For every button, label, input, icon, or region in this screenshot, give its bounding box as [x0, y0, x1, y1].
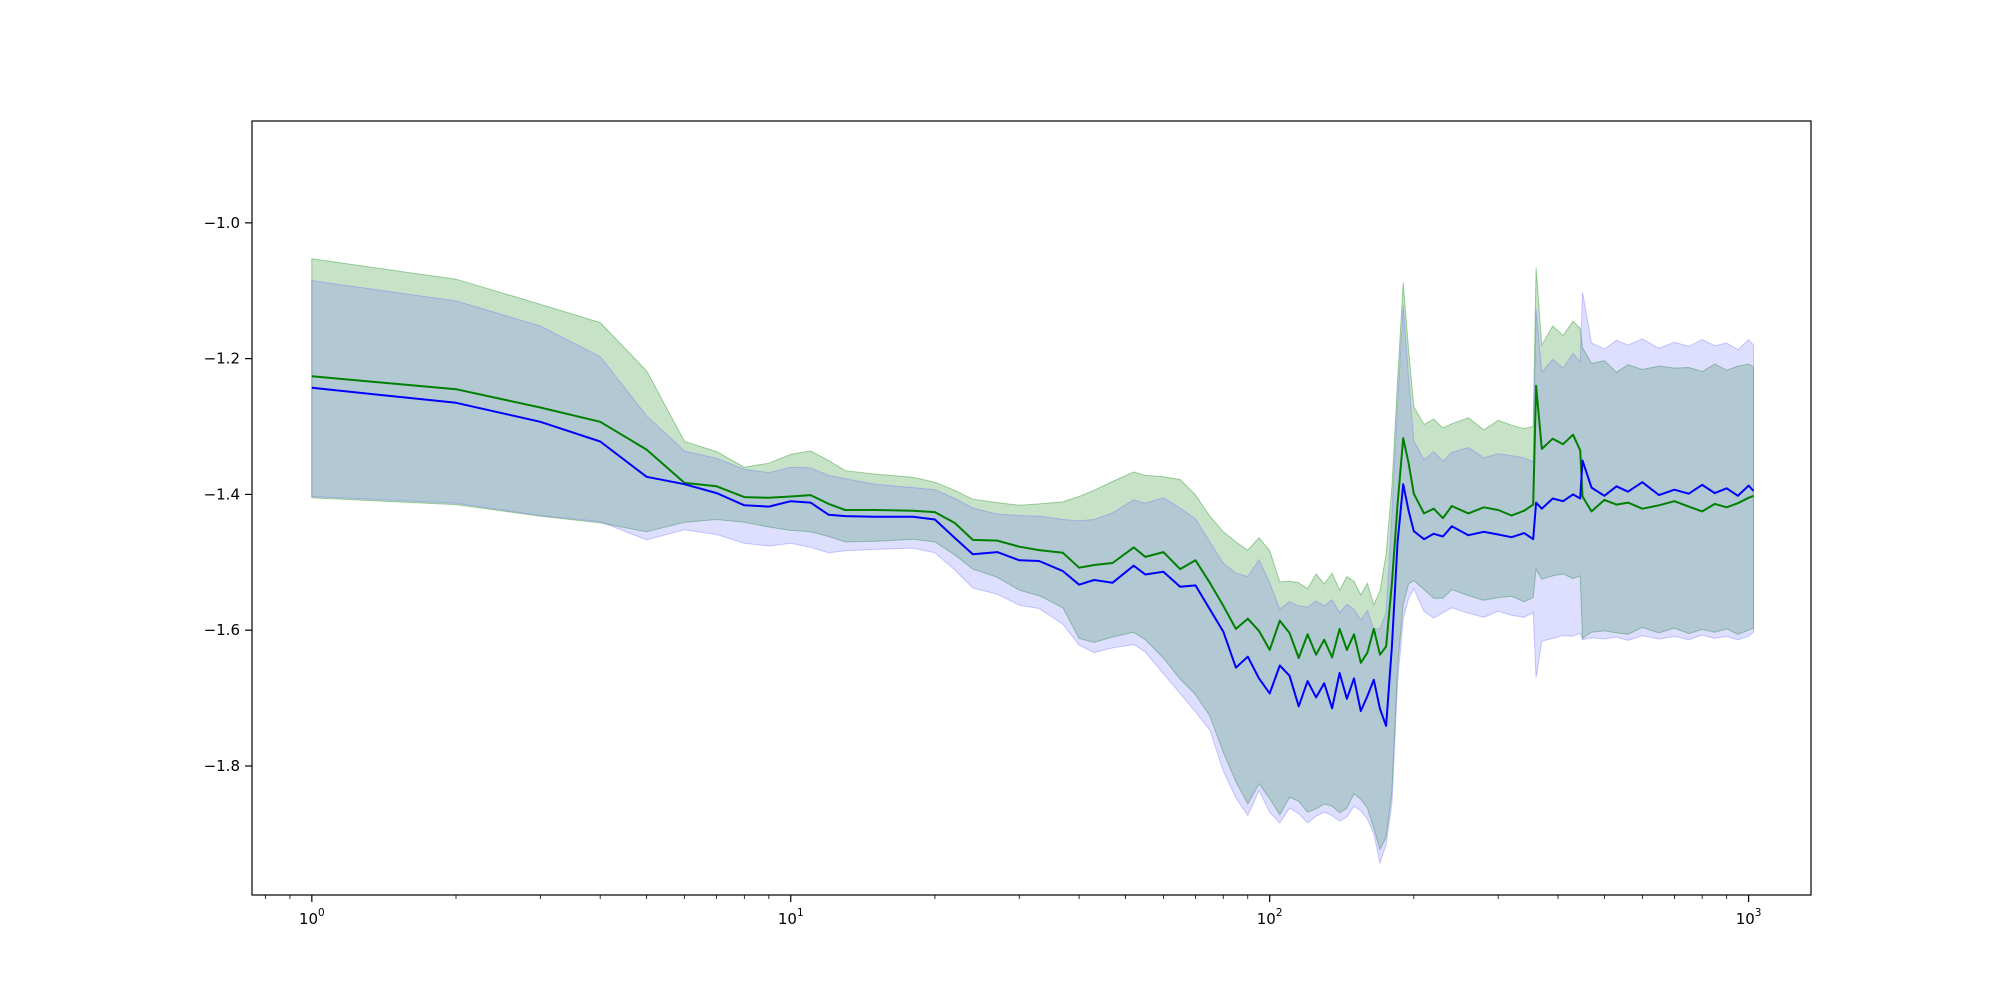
x-tick-label-base: 10 — [1736, 910, 1755, 928]
x-tick-label-base: 10 — [299, 910, 318, 928]
series-2-band — [311, 280, 1754, 866]
y-axis: −1.0 −1.2 −1.4 −1.6 −1.8 — [204, 214, 252, 775]
y-tick-label: −1.4 — [204, 485, 240, 503]
x-axis: 100 101 102 103 — [265, 895, 1761, 928]
plot-area — [311, 258, 1755, 866]
x-tick-label: 103 — [1736, 907, 1762, 928]
x-tick-label: 102 — [1257, 907, 1283, 928]
x-tick-label-exponent: 3 — [1755, 907, 1762, 919]
x-tick-label-base: 10 — [1257, 910, 1276, 928]
series-2-line — [311, 386, 1755, 727]
y-tick-label: −1.6 — [204, 621, 240, 639]
x-tick-label-exponent: 1 — [797, 907, 804, 919]
x-tick-label: 101 — [778, 907, 804, 928]
x-tick-label-base: 10 — [778, 910, 797, 928]
y-tick-label: −1.8 — [204, 757, 240, 775]
y-tick-label: −1.0 — [204, 214, 240, 232]
axes-frame — [251, 120, 1812, 896]
x-tick-label-exponent: 2 — [1276, 907, 1283, 919]
series-1-band — [311, 258, 1754, 851]
y-tick-label: −1.2 — [204, 350, 240, 368]
x-tick-label: 100 — [299, 907, 325, 928]
x-tick-label-exponent: 0 — [318, 907, 325, 919]
